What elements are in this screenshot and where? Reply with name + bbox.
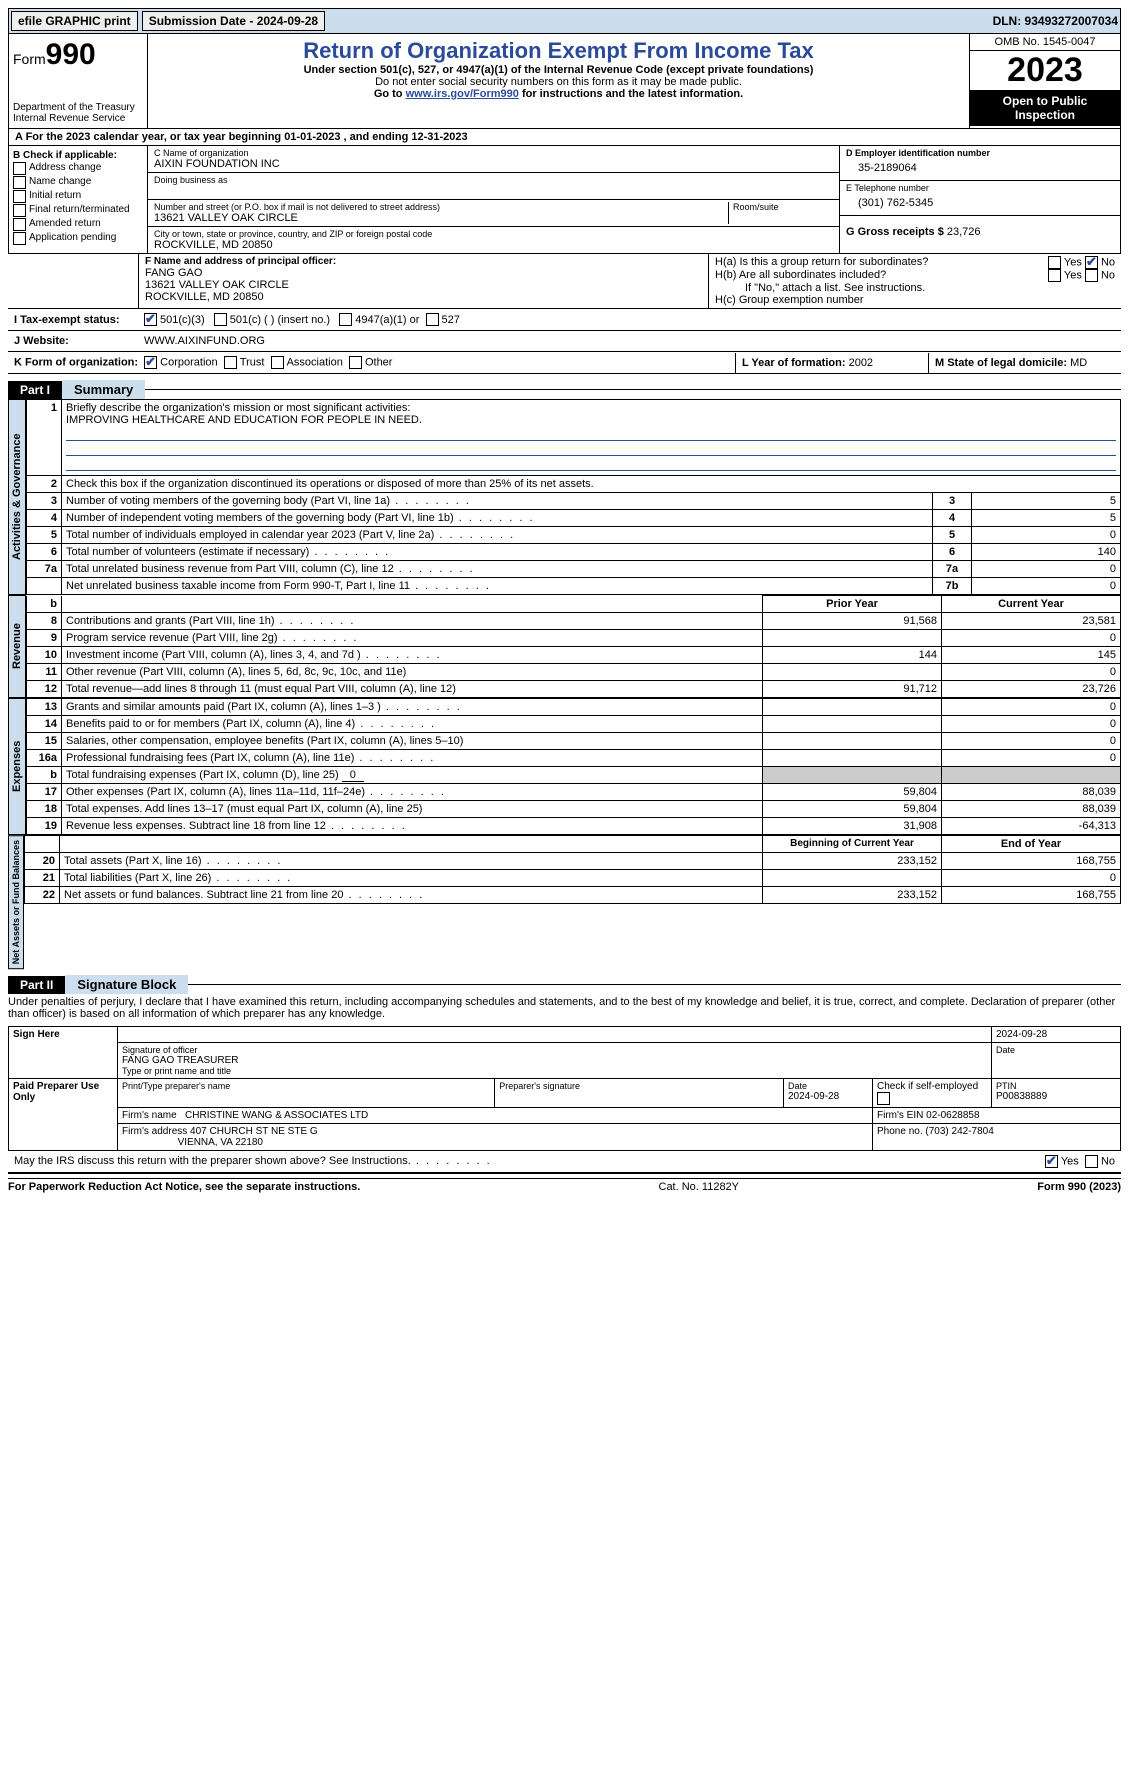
chk-other[interactable] — [349, 356, 362, 369]
paid-preparer-label: Paid Preparer Use Only — [9, 1079, 118, 1151]
topbar: efile GRAPHIC print Submission Date - 20… — [8, 8, 1121, 34]
dept-label: Department of the Treasury Internal Reve… — [13, 102, 143, 124]
lbl-room: Room/suite — [733, 202, 833, 212]
firm-name: CHRISTINE WANG & ASSOCIATES LTD — [185, 1110, 368, 1121]
lbl-officer: F Name and address of principal officer: — [145, 256, 702, 267]
open-inspection: Open to Public Inspection — [970, 90, 1120, 126]
state-domicile: MD — [1070, 357, 1087, 369]
lbl-city: City or town, state or province, country… — [154, 229, 833, 239]
footer-mid: Cat. No. 11282Y — [659, 1181, 740, 1193]
form-subtitle-2: Do not enter social security numbers on … — [152, 76, 965, 88]
year-formation: 2002 — [849, 357, 873, 369]
form-number: Form990 — [13, 38, 143, 72]
lbl-gross: G Gross receipts $ — [846, 226, 944, 238]
officer-sig: FANG GAO TREASURER — [122, 1055, 987, 1066]
row-klm: K Form of organization: Corporation Trus… — [8, 352, 1121, 374]
chk-4947[interactable] — [339, 313, 352, 326]
lbl-org-name: C Name of organization — [154, 148, 833, 158]
chk-may-no[interactable] — [1085, 1155, 1098, 1168]
street: 13621 VALLEY OAK CIRCLE — [154, 212, 728, 224]
omb-number: OMB No. 1545-0047 — [970, 34, 1120, 51]
chk-trust[interactable] — [224, 356, 237, 369]
sign-here-label: Sign Here — [9, 1027, 118, 1079]
form-title: Return of Organization Exempt From Incom… — [152, 38, 965, 64]
firm-phone: (703) 242-7804 — [925, 1126, 993, 1137]
row-j: J Website: WWW.AIXINFUND.ORG — [8, 331, 1121, 352]
vlabel-revenue: Revenue — [8, 595, 26, 698]
net-assets-section: Net Assets or Fund Balances Beginning of… — [8, 835, 1121, 969]
lbl-dba: Doing business as — [154, 175, 833, 185]
chk-amended-return[interactable]: Amended return — [13, 218, 143, 231]
chk-address-change[interactable]: Address change — [13, 162, 143, 175]
vlabel-governance: Activities & Governance — [8, 399, 26, 595]
lbl-phone: E Telephone number — [846, 183, 1114, 193]
row-a-tax-year: A For the 2023 calendar year, or tax yea… — [8, 129, 1121, 146]
v3: 5 — [972, 493, 1121, 510]
submission-date: Submission Date - 2024-09-28 — [142, 11, 325, 31]
chk-527[interactable] — [426, 313, 439, 326]
firm-ein: 02-0628858 — [926, 1110, 979, 1121]
v7b: 0 — [972, 578, 1121, 595]
header-grid: B Check if applicable: Address change Na… — [8, 146, 1121, 254]
ein: 35-2189064 — [846, 158, 1114, 178]
officer-name: FANG GAO — [145, 267, 702, 279]
phone: (301) 762-5345 — [846, 193, 1114, 213]
declaration: Under penalties of perjury, I declare th… — [8, 994, 1121, 1022]
v7a: 0 — [972, 561, 1121, 578]
chk-initial-return[interactable]: Initial return — [13, 190, 143, 203]
lbl-hb: H(b) Are all subordinates included? — [715, 269, 1048, 282]
chk-may-yes[interactable] — [1045, 1155, 1058, 1168]
chk-name-change[interactable]: Name change — [13, 176, 143, 189]
tax-year: 2023 — [970, 51, 1120, 90]
firm-addr2: VIENNA, VA 22180 — [178, 1137, 263, 1148]
form-subtitle-1: Under section 501(c), 527, or 4947(a)(1)… — [152, 64, 965, 76]
vlabel-expenses: Expenses — [8, 698, 26, 835]
v4: 5 — [972, 510, 1121, 527]
v6: 140 — [972, 544, 1121, 561]
website: WWW.AIXINFUND.ORG — [144, 335, 265, 347]
expenses-section: Expenses 13Grants and similar amounts pa… — [8, 698, 1121, 835]
officer-group-row: F Name and address of principal officer:… — [8, 254, 1121, 309]
may-irs-row: May the IRS discuss this return with the… — [8, 1151, 1121, 1174]
irs-link[interactable]: www.irs.gov/Form990 — [406, 88, 519, 100]
lbl-street: Number and street (or P.O. box if mail i… — [154, 202, 728, 212]
lbl-ha: H(a) Is this a group return for subordin… — [715, 256, 1048, 269]
form-header: Form990 Department of the Treasury Inter… — [8, 34, 1121, 129]
chk-corp[interactable] — [144, 356, 157, 369]
city: ROCKVILLE, MD 20850 — [154, 239, 833, 251]
footer-right: Form 990 (2023) — [1037, 1181, 1121, 1193]
chk-final-return[interactable]: Final return/terminated — [13, 204, 143, 217]
efile-button[interactable]: efile GRAPHIC print — [11, 11, 138, 31]
lbl-ein: D Employer identification number — [846, 148, 1114, 158]
box-b-title: B Check if applicable: — [13, 150, 143, 161]
officer-addr1: 13621 VALLEY OAK CIRCLE — [145, 279, 702, 291]
firm-addr1: 407 CHURCH ST NE STE G — [190, 1126, 318, 1137]
part1-bar: Part I Summary — [8, 380, 1121, 399]
officer-addr2: ROCKVILLE, MD 20850 — [145, 291, 702, 303]
gross-receipts: 23,726 — [947, 226, 981, 238]
row-i: I Tax-exempt status: 501(c)(3) 501(c) ( … — [8, 309, 1121, 331]
footer-left: For Paperwork Reduction Act Notice, see … — [8, 1181, 360, 1193]
part2-bar: Part II Signature Block — [8, 975, 1121, 994]
revenue-section: Revenue b Prior Year Current Year 8Contr… — [8, 595, 1121, 698]
dln: DLN: 93493272007034 — [993, 14, 1118, 28]
footer: For Paperwork Reduction Act Notice, see … — [8, 1178, 1121, 1193]
chk-assoc[interactable] — [271, 356, 284, 369]
mission: IMPROVING HEALTHCARE AND EDUCATION FOR P… — [66, 414, 422, 426]
chk-501c[interactable] — [214, 313, 227, 326]
chk-application-pending[interactable]: Application pending — [13, 232, 143, 245]
vlabel-net: Net Assets or Fund Balances — [8, 835, 24, 969]
chk-501c3[interactable] — [144, 313, 157, 326]
v5: 0 — [972, 527, 1121, 544]
signature-table: Sign Here 2024-09-28 Signature of office… — [8, 1026, 1121, 1151]
lbl-hc: H(c) Group exemption number — [715, 294, 1115, 306]
governance-section: Activities & Governance 1 Briefly descri… — [8, 399, 1121, 595]
org-name: AIXIN FOUNDATION INC — [154, 158, 833, 170]
form-subtitle-3: Go to www.irs.gov/Form990 for instructio… — [152, 88, 965, 100]
ptin: P00838889 — [996, 1091, 1047, 1102]
hb-note: If "No," attach a list. See instructions… — [715, 282, 1115, 294]
